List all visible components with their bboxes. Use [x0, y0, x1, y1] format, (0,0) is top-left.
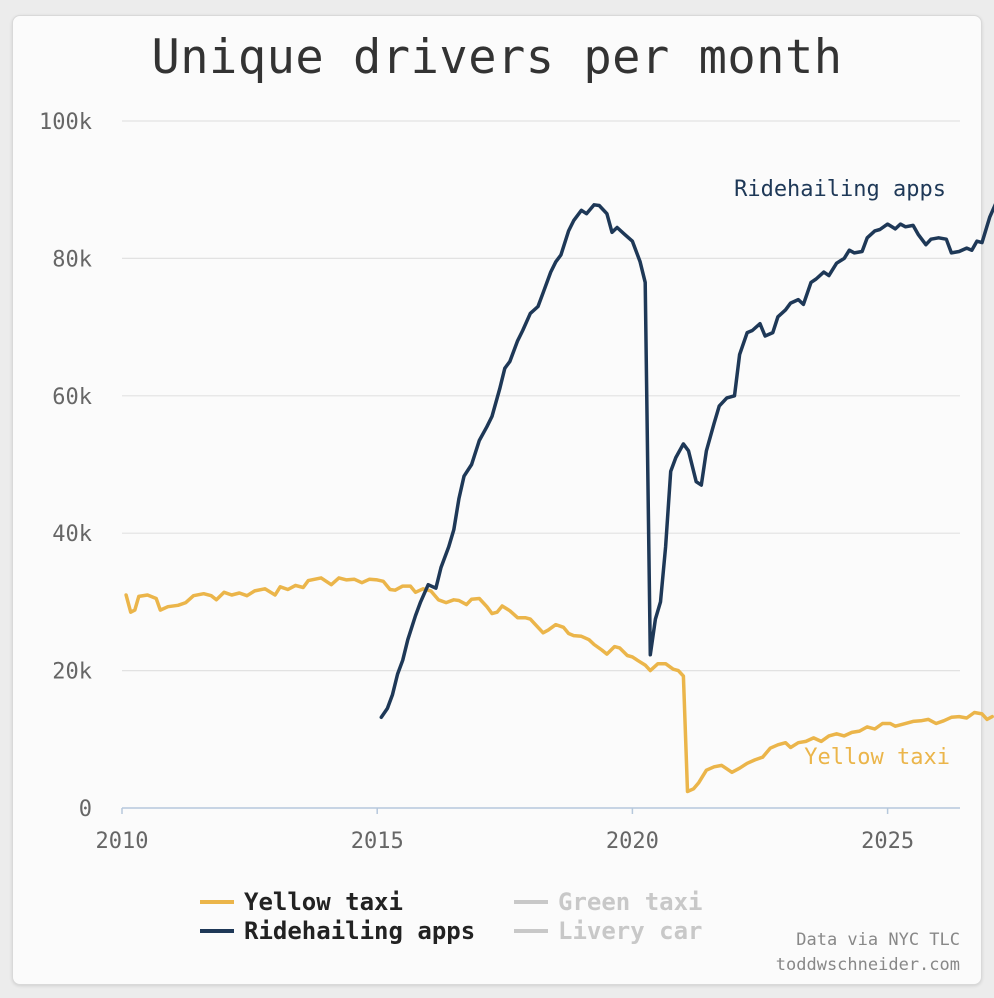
- y-tick-label: 80k: [52, 247, 92, 272]
- legend-label-ridehailing-apps: Ridehailing apps: [244, 917, 476, 945]
- legend-item-green-taxi[interactable]: Green taxi: [514, 888, 703, 916]
- credit-source[interactable]: Data via NYC TLC: [796, 930, 960, 950]
- chart-card: [12, 15, 982, 985]
- yellow-taxi-label: Yellow taxi: [804, 745, 950, 770]
- credit-author[interactable]: toddwschneider.com: [775, 955, 960, 975]
- legend-swatch-green-taxi: [514, 900, 548, 904]
- y-tick-label: 60k: [52, 385, 92, 410]
- legend-label-yellow-taxi: Yellow taxi: [244, 888, 403, 916]
- legend-label-livery-car: Livery car: [558, 917, 703, 945]
- x-tick-label: 2010: [96, 829, 149, 854]
- series-line-yellow-taxi: [124, 576, 994, 794]
- series-line-ridehailing-apps: [379, 203, 994, 720]
- legend-item-livery-car[interactable]: Livery car: [514, 917, 703, 945]
- y-tick-label: 40k: [52, 522, 92, 547]
- y-tick-label: 20k: [52, 660, 92, 685]
- legend-item-ridehailing-apps[interactable]: Ridehailing apps: [200, 917, 475, 945]
- legend-swatch-ridehailing-apps: [200, 929, 234, 933]
- legend-label-green-taxi: Green taxi: [558, 888, 703, 916]
- y-tick-label: 0: [79, 797, 92, 822]
- legend-swatch-livery-car: [514, 929, 548, 933]
- x-tick-label: 2025: [861, 829, 914, 854]
- chart-title: Unique drivers per month: [151, 30, 843, 85]
- legend-swatch-yellow-taxi: [200, 900, 234, 904]
- x-tick-label: 2015: [351, 829, 404, 854]
- credits: Data via NYC TLC toddwschneider.com: [776, 928, 960, 978]
- x-tick-label: 2020: [606, 829, 659, 854]
- legend-item-yellow-taxi[interactable]: Yellow taxi: [200, 888, 403, 916]
- y-tick-label: 100k: [39, 110, 92, 135]
- ridehailing-apps-label: Ridehailing apps: [734, 177, 946, 202]
